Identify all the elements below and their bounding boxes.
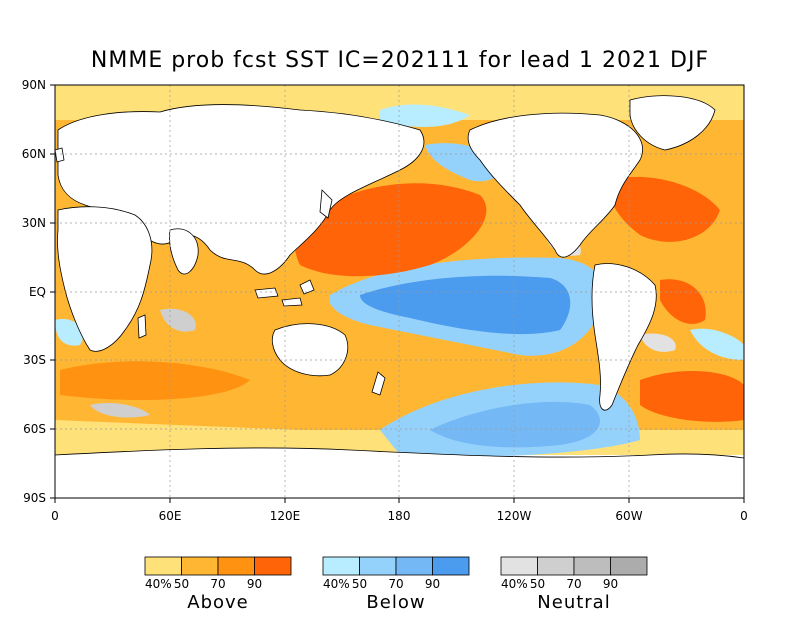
legend-tick: 40% <box>323 577 350 591</box>
lon-label: 0 <box>740 509 748 523</box>
north-atlantic-above-strong <box>609 176 720 242</box>
legend-swatch <box>395 556 433 576</box>
lat-label: 90S <box>23 491 46 505</box>
legend-tick: 40% <box>501 577 528 591</box>
land-masses <box>55 95 744 498</box>
new-zealand-land <box>371 371 386 396</box>
below-patch-south-atlantic <box>690 328 744 360</box>
lon-label: 120W <box>497 509 532 523</box>
legend-swatch <box>359 556 397 576</box>
legend-swatch <box>181 556 219 576</box>
lon-label: 180 <box>388 509 411 523</box>
legend-swatch <box>573 556 611 576</box>
legend-swatch <box>144 556 182 576</box>
lat-label: 60S <box>23 422 46 436</box>
legend-tick: 90 <box>247 577 262 591</box>
map-title: NMME prob fcst SST IC=202111 for lead 1 … <box>90 48 710 73</box>
north-america-land <box>467 112 643 258</box>
legend-tick: 70 <box>566 577 581 591</box>
lat-label: 90N <box>22 78 46 92</box>
uk-land <box>55 147 65 163</box>
legend-name: Above <box>187 592 248 613</box>
legend-tick: 50 <box>352 577 367 591</box>
south-indian-above-strong <box>60 361 250 400</box>
greenland-land <box>629 95 716 151</box>
legend-swatch <box>500 556 538 576</box>
japan-land <box>319 189 333 219</box>
map-field <box>55 85 744 498</box>
legend-name: Neutral <box>537 592 610 613</box>
legend-swatch <box>610 556 648 576</box>
legend-tick: 70 <box>210 577 225 591</box>
legend-swatch <box>322 556 360 576</box>
lon-label: 0 <box>51 509 59 523</box>
madagascar-land <box>137 314 147 339</box>
neutral-patch-indian <box>160 308 196 332</box>
india-land <box>169 228 199 275</box>
lat-label: EQ <box>29 285 46 299</box>
indonesia-islands <box>254 279 315 307</box>
lat-label: 30N <box>22 216 46 230</box>
graticule <box>55 85 744 498</box>
legend-name: Below <box>366 592 425 613</box>
legend-tick: 40% <box>145 577 172 591</box>
latitude-labels: 90N 60N 30N EQ 30S 60S 90S <box>22 78 46 505</box>
south-america-land <box>591 263 657 411</box>
south-pacific-below-core <box>430 401 600 448</box>
legend-swatch <box>254 556 292 576</box>
arctic-below <box>380 104 470 127</box>
legend-swatch <box>217 556 255 576</box>
legend-swatch <box>432 556 470 576</box>
below-patch-indian <box>55 319 84 346</box>
neutral-patch-south <box>90 403 150 418</box>
australia-land <box>271 323 349 377</box>
south-atlantic-above-strong <box>640 370 744 422</box>
lon-label: 120E <box>270 509 301 523</box>
legend-tick: 90 <box>425 577 440 591</box>
legend-tick: 70 <box>388 577 403 591</box>
legend-tick: 90 <box>603 577 618 591</box>
axis-ticks <box>50 84 745 503</box>
lat-label: 60N <box>22 147 46 161</box>
lon-label: 60W <box>615 509 642 523</box>
south-atlantic-above-strong-west <box>660 279 706 324</box>
equatorial-pacific-below-core <box>360 275 571 335</box>
antarctica-coast <box>55 447 744 498</box>
lon-label: 60E <box>159 509 182 523</box>
africa-land <box>57 206 153 352</box>
north-pacific-above-strong <box>294 183 487 277</box>
longitude-labels: 0 60E 120E 180 120W 60W 0 <box>51 509 748 523</box>
lat-label: 30S <box>23 353 46 367</box>
neutral-patch-pacific <box>640 333 676 352</box>
legend-tick: 50 <box>530 577 545 591</box>
legend-tick: 50 <box>174 577 189 591</box>
legend-swatch <box>537 556 575 576</box>
